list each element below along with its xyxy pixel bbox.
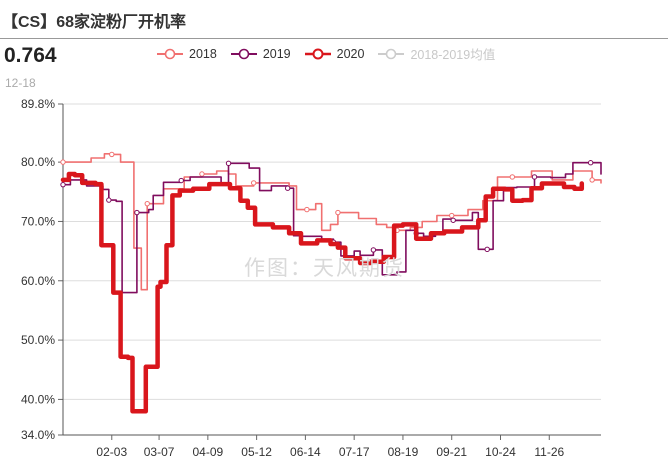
legend-swatch-2018	[157, 48, 183, 59]
data-point-2018	[199, 171, 205, 177]
data-point-2019	[284, 185, 291, 191]
legend-swatch-average	[378, 48, 405, 59]
y-tick-label: 60.0%	[21, 274, 55, 288]
legend: 2018 2019 2020 2018-2019均值	[157, 44, 509, 63]
data-point-2019	[587, 160, 594, 166]
legend-swatch-2020	[304, 48, 331, 59]
legend-label-2018: 2018	[189, 46, 217, 61]
x-tick-label: 03-07	[144, 445, 175, 459]
x-tick-label: 04-09	[192, 445, 223, 459]
legend-item-2019[interactable]: 2019	[230, 46, 291, 61]
data-point-2018	[109, 151, 115, 158]
title-divider	[0, 38, 668, 39]
series-line-2020	[60, 171, 585, 414]
x-tick-label: 07-17	[339, 445, 370, 459]
x-tick-label: 10-24	[485, 445, 516, 459]
y-tick-label: 89.8%	[21, 97, 55, 111]
data-point-2019	[178, 177, 184, 184]
data-point-2018	[304, 206, 310, 213]
data-point-2019	[225, 160, 232, 167]
data-point-2019	[60, 181, 66, 188]
legend-label-2019: 2019	[262, 46, 291, 61]
legend-item-2018[interactable]: 2018	[157, 47, 217, 61]
y-tick-label: 50.0%	[21, 333, 55, 347]
x-tick-label: 09-21	[436, 445, 467, 459]
data-point-2019	[484, 246, 490, 253]
latest-date: 12-18	[5, 76, 36, 90]
legend-item-average[interactable]: 2018-2019均值	[378, 44, 495, 63]
legend-label-2020: 2020	[336, 46, 365, 61]
data-point-2018	[589, 177, 595, 183]
data-point-2019	[134, 209, 140, 216]
chart-title: 【CS】68家淀粉厂开机率	[2, 14, 187, 31]
x-tick-label: 02-03	[96, 445, 127, 459]
y-tick-label: 80.0%	[21, 155, 55, 169]
data-point-2018	[449, 212, 455, 219]
latest-value: 0.764	[4, 44, 57, 67]
data-point-2019	[450, 217, 456, 223]
x-tick-label: 05-12	[241, 445, 272, 459]
legend-swatch-2019	[230, 48, 257, 59]
y-tick-label: 34.0%	[21, 428, 55, 442]
data-point-2019	[106, 197, 112, 203]
legend-item-2020[interactable]: 2020	[304, 46, 365, 61]
legend-label-average: 2018-2019均值	[410, 48, 496, 62]
y-tick-label: 70.0%	[21, 214, 55, 228]
data-point-2018	[60, 159, 66, 165]
x-tick-label: 08-19	[388, 445, 419, 459]
data-point-2018	[144, 200, 150, 207]
data-point-2018	[250, 180, 257, 186]
data-point-2018	[509, 174, 516, 180]
data-point-2018	[335, 209, 341, 216]
x-tick-label: 11-26	[534, 445, 564, 459]
data-point-2019	[531, 174, 538, 180]
data-point-2019	[370, 247, 377, 253]
y-tick-label: 40.0%	[21, 392, 55, 406]
watermark: 作图：天风期货	[244, 257, 405, 280]
x-tick-label: 06-14	[290, 445, 321, 459]
